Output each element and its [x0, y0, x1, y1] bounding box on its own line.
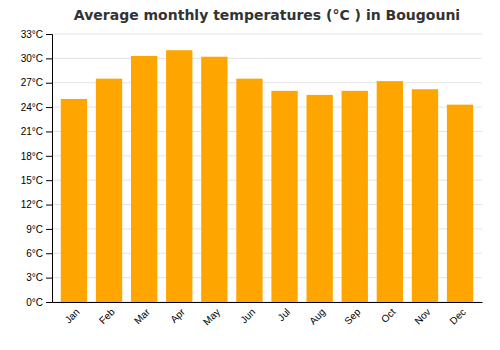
x-tick-label: Jul	[276, 306, 293, 323]
tick-mark	[46, 131, 52, 132]
x-tick-label: Nov	[412, 306, 432, 326]
x-tick-label: Feb	[97, 306, 117, 326]
y-tick-label: 27°C	[21, 77, 43, 88]
y-tick: 6°C	[26, 248, 52, 259]
x-tick-label: Aug	[307, 306, 327, 326]
grid-line	[52, 58, 482, 59]
x-tick: Apr	[168, 302, 187, 325]
y-tick-label: 15°C	[21, 175, 43, 186]
x-tick-label: Oct	[379, 306, 398, 325]
y-axis: 0°C 3°C 6°C 9°C 12°C 15°C 18°C 21°C 24°C 27°C 30°C…	[21, 29, 53, 308]
y-tick-label: 3°C	[26, 272, 43, 283]
y-tick-label: 21°C	[21, 126, 43, 137]
x-tick: Jan	[63, 302, 82, 325]
bar	[271, 91, 297, 302]
axis-line	[53, 302, 483, 303]
tick-mark	[46, 83, 52, 84]
x-axis: Jan Feb Mar Apr May Jun Jul Aug Sep Oct Nov Dec	[53, 302, 483, 327]
y-tick: 33°C	[21, 29, 52, 40]
bar	[201, 57, 227, 302]
x-tick: Dec	[447, 302, 467, 327]
y-tick-label: 9°C	[26, 224, 43, 235]
bar	[96, 79, 122, 302]
y-tick: 21°C	[21, 126, 52, 137]
bar	[447, 105, 473, 302]
x-tick: Sep	[342, 302, 363, 327]
bar	[377, 81, 403, 302]
bar	[61, 99, 87, 302]
bar	[412, 89, 438, 302]
y-tick: 3°C	[26, 272, 52, 283]
tick-mark	[46, 229, 52, 230]
x-tick: May	[201, 302, 222, 327]
x-tick: Jul	[276, 302, 293, 323]
y-tick: 12°C	[21, 199, 52, 210]
x-tick-label: Mar	[132, 306, 152, 326]
x-tick: Oct	[379, 302, 398, 325]
y-tick: 18°C	[21, 151, 52, 162]
y-tick-label: 30°C	[21, 53, 43, 64]
y-tick-label: 12°C	[21, 199, 43, 210]
x-tick-label: Dec	[447, 306, 467, 326]
x-tick-label: Jan	[63, 306, 82, 325]
bar	[236, 79, 262, 302]
x-tick: Feb	[97, 302, 117, 326]
title: Average monthly temperatures (°C ) in Bo…	[74, 7, 460, 23]
x-tick-label: Jun	[238, 306, 257, 325]
plot: Jan Feb Mar Apr May Jun Jul Aug Sep Oct Nov Dec 0°C 3…	[21, 29, 483, 328]
chart: Average monthly temperatures (°C ) in Bo…	[0, 0, 500, 350]
tick-mark	[46, 34, 52, 35]
axis-line	[46, 35, 53, 303]
bar	[131, 56, 157, 302]
bar	[166, 50, 192, 302]
y-tick: 24°C	[21, 102, 52, 113]
bar	[306, 95, 332, 302]
y-tick-label: 0°C	[26, 297, 43, 308]
x-tick: Nov	[412, 302, 432, 327]
x-tick: Jun	[238, 302, 257, 325]
y-tick-label: 33°C	[21, 29, 43, 40]
grid	[52, 34, 482, 302]
bar	[342, 91, 368, 302]
tick-mark	[46, 253, 52, 254]
y-tick: 30°C	[21, 53, 52, 64]
y-tick: 9°C	[26, 224, 52, 235]
x-tick-label: May	[201, 306, 222, 327]
x-tick-label: Apr	[168, 306, 187, 325]
tick-mark	[46, 302, 52, 303]
y-tick: 0°C	[26, 297, 52, 308]
grid-line	[52, 34, 482, 35]
y-tick-label: 6°C	[26, 248, 43, 259]
bars	[61, 50, 473, 302]
y-tick-label: 24°C	[21, 102, 43, 113]
tick-mark	[46, 180, 52, 181]
x-tick: Aug	[307, 302, 327, 327]
tick-mark	[46, 58, 52, 59]
x-tick: Mar	[132, 302, 152, 326]
tick-mark	[46, 278, 52, 279]
tick-mark	[46, 156, 52, 157]
y-tick: 27°C	[21, 77, 52, 88]
y-tick-label: 18°C	[21, 151, 43, 162]
tick-mark	[46, 205, 52, 206]
tick-mark	[46, 107, 52, 108]
y-tick: 15°C	[21, 175, 52, 186]
x-tick-label: Sep	[342, 306, 363, 327]
